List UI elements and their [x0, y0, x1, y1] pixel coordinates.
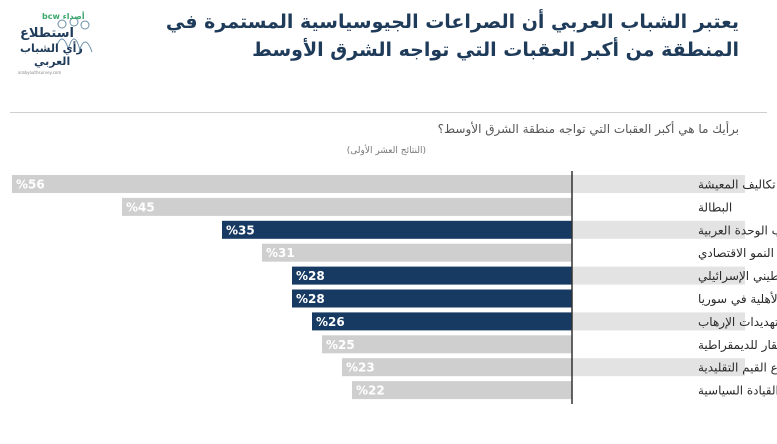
category-band: [572, 220, 745, 239]
logo-line-1: استطلاع: [20, 26, 74, 41]
logo-url: arabyouthsurvey.com: [18, 70, 62, 75]
category-band: [572, 266, 745, 285]
survey-question: برأيك ما هي أكبر العقبات التي تواجه منطق…: [437, 122, 739, 136]
category-label: البطالة: [698, 200, 732, 214]
category-label: الافتقار للديمقراطية: [698, 338, 777, 353]
bar: [342, 358, 572, 377]
category-label: ارتفاع تكاليف المعيشة: [698, 178, 777, 193]
chart-title-line-2: المنطقة من أكبر العقبات التي تواجه الشرق…: [252, 39, 739, 61]
value-label: %23: [346, 361, 375, 375]
value-label: %26: [316, 315, 345, 329]
category-label: ضياع القيم التقليدية: [698, 361, 777, 375]
results-note: (النتائج العشر الأولى): [346, 146, 426, 156]
value-label: %35: [226, 223, 255, 237]
chart-title-line-1: يعتبر الشباب العربي أن الصراعات الجيوسيا…: [165, 11, 739, 33]
category-band: [572, 358, 745, 377]
logo-line-3: العربي: [34, 55, 71, 68]
value-label: %25: [326, 338, 355, 352]
chart-title: يعتبر الشباب العربي أن الصراعات الجيوسيا…: [119, 8, 739, 64]
bar: [262, 243, 572, 262]
value-label: %56: [16, 178, 45, 192]
bar: [292, 266, 572, 285]
category-label: غياب الوحدة العربية: [698, 223, 777, 238]
bar: [322, 335, 572, 354]
logo-brand: bcw أصداء: [42, 12, 85, 21]
category-label: الحرب الأهلية في سوريا: [698, 291, 777, 307]
category-label: ضعف القيادة السياسية: [698, 384, 777, 398]
value-label: %22: [356, 384, 385, 398]
category-label: تهديدات الإرهاب: [698, 315, 777, 330]
bar: [312, 312, 572, 331]
category-label: تباطؤ النمو الاقتصادي: [698, 246, 777, 261]
header-divider: [10, 112, 767, 113]
people-illustration-icon: [55, 17, 93, 53]
value-label: %28: [296, 269, 325, 283]
bar: [12, 175, 572, 193]
bar: [292, 289, 572, 308]
bar: [122, 197, 572, 216]
category-band: [572, 312, 745, 331]
value-label: %31: [266, 246, 295, 260]
logo-line-2: رأي الشباب: [20, 42, 83, 55]
category-label: الصراع الفلسطيني الإسرائيلي: [698, 269, 777, 284]
value-label: %45: [126, 200, 155, 214]
survey-logo: bcw أصداء استطلاع رأي الشباب العربي arab…: [12, 8, 98, 78]
bar: [352, 381, 572, 400]
value-label: %28: [296, 292, 325, 306]
category-band: [572, 175, 745, 193]
bar: [222, 220, 572, 239]
